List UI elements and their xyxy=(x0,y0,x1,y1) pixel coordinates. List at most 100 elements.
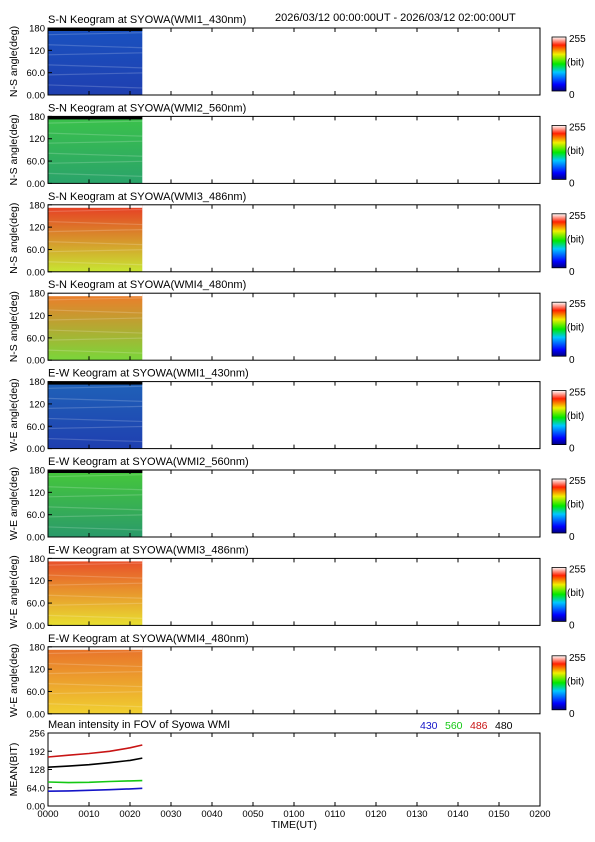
y-tick-label: 120 xyxy=(29,488,45,499)
keogram-streak xyxy=(47,683,143,688)
plots-layer: S-N Keogram at SYOWA(WMI1_430nm) 0.00 60.0… xyxy=(8,14,586,831)
keogram-streak xyxy=(47,397,143,402)
colorbar-unit-label: (bit) xyxy=(567,676,584,687)
y-axis-label: N-S angle(deg) xyxy=(8,26,20,97)
x-tick-label: 0030 xyxy=(160,809,181,820)
x-tick-label: 0010 xyxy=(78,809,99,820)
keogram-streak xyxy=(47,140,143,144)
colorbar-min-label: 0 xyxy=(569,355,575,366)
y-tick-label: 256 xyxy=(29,729,45,740)
y-tick-label: 0.00 xyxy=(27,356,46,367)
keogram-streak xyxy=(47,703,143,708)
keogram-streak xyxy=(47,650,143,655)
y-tick-label: 192 xyxy=(29,747,45,758)
y-tick-label: 0.00 xyxy=(27,91,46,102)
keogram-streak xyxy=(47,691,143,695)
panel-title: Mean intensity in FOV of Syowa WMI xyxy=(48,719,230,731)
keogram-streak xyxy=(47,494,143,498)
keogram-streak xyxy=(47,562,143,566)
colorbar-max-label: 255 xyxy=(569,299,586,310)
keogram-streak xyxy=(47,297,143,301)
legend-entry: 430 xyxy=(420,720,438,732)
keogram-streak xyxy=(47,220,143,226)
colorbar xyxy=(551,301,567,357)
keogram-top-band xyxy=(48,204,143,208)
y-tick-label: 60.0 xyxy=(27,422,46,433)
colorbar-min-label: 0 xyxy=(569,444,575,455)
keogram-streak xyxy=(47,44,143,49)
keogram-panel: E-W Keogram at SYOWA(WMI2_560nm) 0.00 60.0… xyxy=(8,456,586,544)
y-tick-label: 0.00 xyxy=(27,267,46,278)
colorbar-min-label: 0 xyxy=(569,532,575,543)
keogram-streak xyxy=(47,249,143,253)
x-tick-label: 0100 xyxy=(283,809,304,820)
y-tick-label: 0.00 xyxy=(27,709,46,720)
y-tick-label: 180 xyxy=(29,112,45,123)
y-axis-label: N-S angle(deg) xyxy=(8,291,20,362)
keogram-data xyxy=(48,204,143,272)
x-tick-label: 0110 xyxy=(325,809,345,820)
colorbar xyxy=(551,213,567,269)
panel-frame xyxy=(47,732,541,807)
keogram-top-band xyxy=(48,381,143,385)
series-line xyxy=(47,779,143,784)
keogram-streak xyxy=(47,526,143,531)
y-tick-label: 60.0 xyxy=(27,68,46,79)
y-tick-label: 180 xyxy=(29,377,45,388)
series-line xyxy=(47,757,143,768)
y-tick-label: 120 xyxy=(29,134,45,145)
y-tick-label: 0.00 xyxy=(27,533,46,544)
keogram-streak xyxy=(47,132,143,137)
keogram-streak xyxy=(47,172,143,177)
panel-title: S-N Keogram at SYOWA(WMI2_560nm) xyxy=(48,102,246,114)
keogram-streak xyxy=(47,506,143,511)
legend-entry: 560 xyxy=(445,720,463,732)
keogram-data xyxy=(48,558,143,626)
colorbar-max-label: 255 xyxy=(569,564,586,575)
y-tick-label: 0.00 xyxy=(27,179,46,190)
series-line xyxy=(47,744,143,758)
x-tick-label: 0000 xyxy=(37,809,58,820)
keogram-streak xyxy=(47,514,143,518)
keogram-data xyxy=(48,293,143,361)
panel-title: S-N Keogram at SYOWA(WMI4_480nm) xyxy=(48,279,246,291)
keogram-panel: S-N Keogram at SYOWA(WMI4_480nm) 0.00 60.0… xyxy=(8,279,586,367)
colorbar-unit-label: (bit) xyxy=(567,146,584,157)
y-axis-label: MEAN(BIT) xyxy=(8,743,20,797)
keogram-streak xyxy=(47,417,143,423)
y-tick-label: 120 xyxy=(29,46,45,57)
keogram-streak xyxy=(47,120,143,124)
keogram-panel: E-W Keogram at SYOWA(WMI4_480nm) 0.00 60.0… xyxy=(8,633,586,721)
colorbar-unit-label: (bit) xyxy=(567,234,584,245)
x-axis-label: TIME(UT) xyxy=(271,819,317,831)
keogram-panel: E-W Keogram at SYOWA(WMI3_486nm) 0.00 60.0… xyxy=(8,544,586,632)
x-tick-label: 0120 xyxy=(365,809,386,820)
keogram-panel: S-N Keogram at SYOWA(WMI1_430nm) 0.00 60.0… xyxy=(8,14,586,102)
y-axis-label: W-E angle(deg) xyxy=(8,378,20,451)
y-tick-label: 60.0 xyxy=(27,157,46,168)
colorbar xyxy=(551,390,567,446)
x-tick-label: 0140 xyxy=(447,809,468,820)
y-tick-label: 60.0 xyxy=(27,599,46,610)
colorbar-unit-label: (bit) xyxy=(567,500,584,511)
colorbar-max-label: 255 xyxy=(569,122,586,133)
keogram-streak xyxy=(47,309,143,314)
panel-title: S-N Keogram at SYOWA(WMI3_486nm) xyxy=(48,191,246,203)
keogram-streak xyxy=(47,582,143,586)
colorbar-min-label: 0 xyxy=(569,90,575,101)
keogram-streak xyxy=(47,614,143,619)
keogram-data xyxy=(48,381,143,449)
y-tick-label: 180 xyxy=(29,289,45,300)
colorbar xyxy=(551,125,567,180)
keogram-data xyxy=(48,28,143,95)
keogram-streak xyxy=(47,52,143,56)
keogram-streak xyxy=(47,317,143,321)
y-tick-label: 180 xyxy=(29,466,45,477)
panel-title: E-W Keogram at SYOWA(WMI1_430nm) xyxy=(48,368,249,380)
y-axis-label: W-E angle(deg) xyxy=(8,555,20,628)
colorbar xyxy=(551,567,567,622)
keogram-streak xyxy=(47,152,143,157)
y-tick-label: 0.00 xyxy=(27,444,46,455)
keogram-streak xyxy=(47,602,143,606)
y-tick-label: 60.0 xyxy=(27,333,46,344)
